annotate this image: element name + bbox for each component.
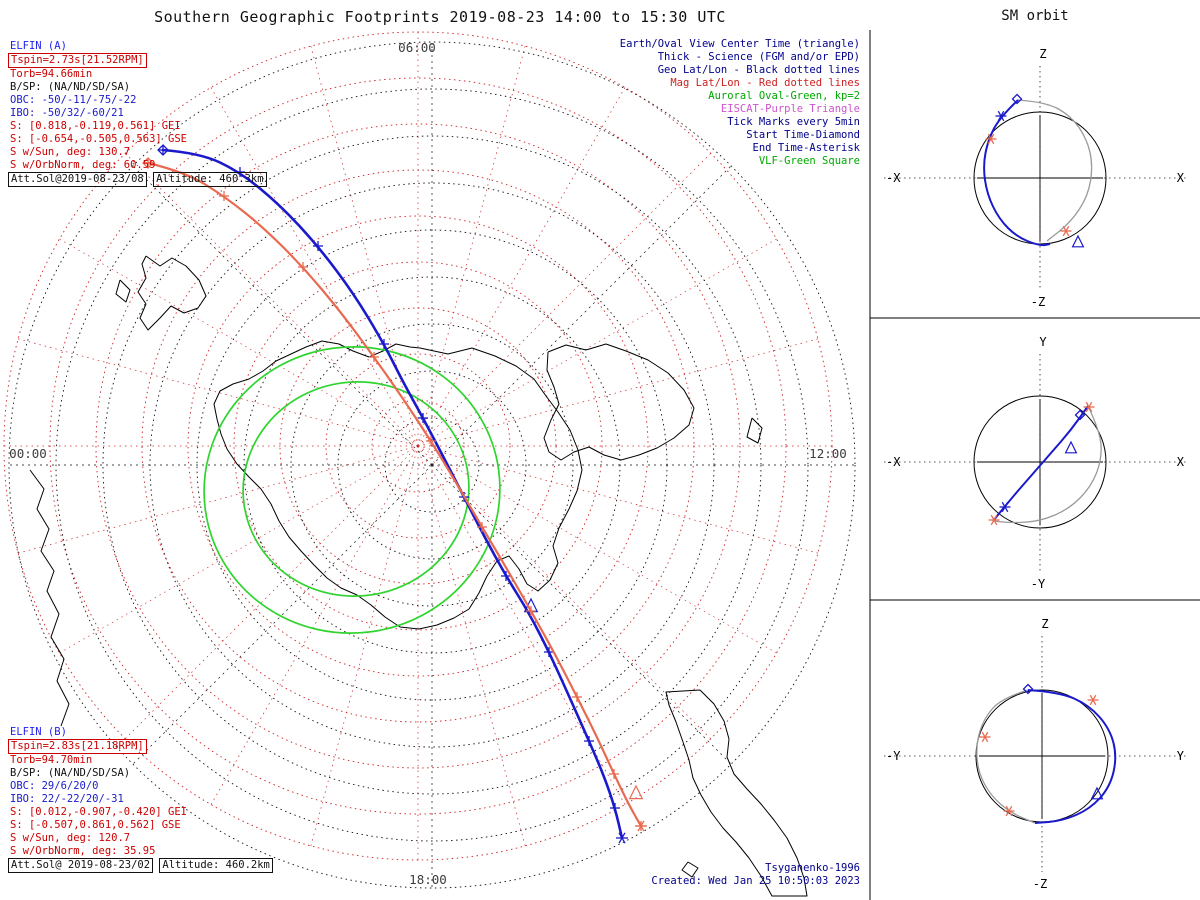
elfin-b-s-gse: S: [-0.507,0.861,0.562] GSE	[10, 819, 181, 831]
elfin-a-sun-angle: S w/Sun, deg: 130.7	[10, 146, 131, 158]
panel-separators	[869, 30, 1200, 900]
created-label: Created: Wed Jan 25 10:50:03 2023	[651, 875, 860, 887]
svg-text:Z: Z	[1039, 47, 1046, 61]
elfin-b-obc: OBC: 29/6/20/0	[10, 780, 99, 792]
svg-text:Y: Y	[1177, 749, 1185, 763]
svg-text:12:00: 12:00	[809, 446, 847, 461]
coastlines	[29, 255, 808, 897]
svg-text:00:00: 00:00	[9, 446, 47, 461]
elfin-a-tspin: Tspin=2.73s[21.52RPM]	[8, 53, 147, 68]
auroral-oval	[203, 346, 501, 634]
elfin-a-obc: OBC: -50/-11/-75/-22	[10, 94, 137, 106]
svg-text:X: X	[1177, 455, 1185, 469]
elfin-b-ibo: IBO: 22/-22/20/-31	[10, 793, 124, 805]
svg-text:-Y: -Y	[886, 749, 901, 763]
sm-panel-1: Y -Y -X X	[884, 335, 1186, 591]
elfin-b-altitude: Altitude: 460.2km	[159, 858, 273, 873]
elfin-b-info-block: ELFIN (B) Tspin=2.83s[21.18RPM] Torb=94.…	[8, 726, 273, 873]
mag-grid	[3, 31, 833, 861]
elfin-a-orbnorm-angle: S w/OrbNorm, deg: 60.59	[10, 159, 156, 171]
model-label: Tsyganenko-1996	[765, 862, 860, 874]
svg-text:-X: -X	[886, 171, 901, 185]
elfin-b-header: ELFIN (B)	[10, 726, 67, 738]
elfin-b-sun-angle: S w/Sun, deg: 120.7	[10, 832, 131, 844]
svg-text:-Z: -Z	[1033, 877, 1047, 891]
elfin-a-s-gei: S: [0.818,-0.119,0.561] GEI	[10, 120, 181, 132]
sm-orbit-title: SM orbit	[1001, 8, 1069, 24]
legend-item-geo-grid: Geo Lat/Lon - Black dotted lines	[657, 64, 860, 76]
legend-item-thick-science: Thick - Science (FGM and/or EPD)	[657, 51, 860, 63]
svg-text:-Y: -Y	[1031, 577, 1046, 591]
legend-item-eiscat: EISCAT-Purple Triangle	[720, 103, 860, 115]
svg-text:18:00: 18:00	[409, 872, 447, 887]
svg-text:-Z: -Z	[1031, 295, 1045, 309]
legend-item-end-asterisk: End Time-Asterisk	[752, 142, 860, 154]
elfin-a-s-gse: S: [-0.654,-0.505,0.563] GSE	[10, 133, 188, 145]
svg-text:Y: Y	[1039, 335, 1047, 349]
elfin-a-attsol: Att.Sol@2019-08-23/08	[8, 172, 147, 187]
legend-item-auroral-oval: Auroral Oval-Green, kp=2	[708, 90, 860, 102]
svg-text:06:00: 06:00	[398, 40, 436, 55]
elfin-a-info-block: ELFIN (A) Tspin=2.73s[21.52RPM] Torb=94.…	[8, 40, 267, 187]
elfin-a-bsp: B/SP: (NA/ND/SD/SA)	[10, 81, 131, 93]
svg-text:X: X	[1177, 171, 1185, 185]
svg-text:Z: Z	[1041, 617, 1048, 631]
track-elfin-b	[142, 157, 647, 832]
map-legend: Earth/Oval View Center Time (triangle) T…	[620, 38, 860, 168]
legend-item-tick-marks: Tick Marks every 5min	[727, 116, 860, 128]
geo-grid	[8, 41, 856, 889]
elfin-a-torb: Torb=94.66min	[10, 68, 93, 80]
sm-panel-0: Z -Z -X X	[884, 47, 1186, 309]
sm-panel-2: Z -Z -Y Y	[884, 617, 1186, 891]
elfin-b-s-gei: S: [0.012,-0.907,-0.420] GEI	[10, 806, 188, 818]
elfin-b-torb: Torb=94.70min	[10, 754, 93, 766]
elfin-b-bsp: B/SP: (NA/ND/SD/SA)	[10, 767, 131, 779]
legend-item-center-time: Earth/Oval View Center Time (triangle)	[619, 38, 860, 50]
clock-labels: 06:00 00:00 12:00 18:00	[9, 40, 847, 887]
elfin-a-ibo: IBO: -50/32/-60/21	[10, 107, 124, 119]
legend-item-mag-grid: Mag Lat/Lon - Red dotted lines	[670, 77, 860, 89]
elfin-a-altitude: Altitude: 460.3km	[153, 172, 267, 187]
svg-text:-X: -X	[886, 455, 901, 469]
plot-footer: Tsyganenko-1996 Created: Wed Jan 25 10:5…	[651, 862, 860, 888]
legend-item-start-diamond: Start Time-Diamond	[746, 129, 860, 141]
elfin-a-header: ELFIN (A)	[10, 40, 67, 52]
elfin-b-tspin: Tspin=2.83s[21.18RPM]	[8, 739, 147, 754]
elfin-b-attsol: Att.Sol@ 2019-08-23/02	[8, 858, 154, 873]
page-title: Southern Geographic Footprints 2019-08-2…	[154, 8, 726, 26]
legend-item-vlf: VLF-Green Square	[758, 155, 860, 167]
elfin-b-orbnorm-angle: S w/OrbNorm, deg: 35.95	[10, 845, 156, 857]
